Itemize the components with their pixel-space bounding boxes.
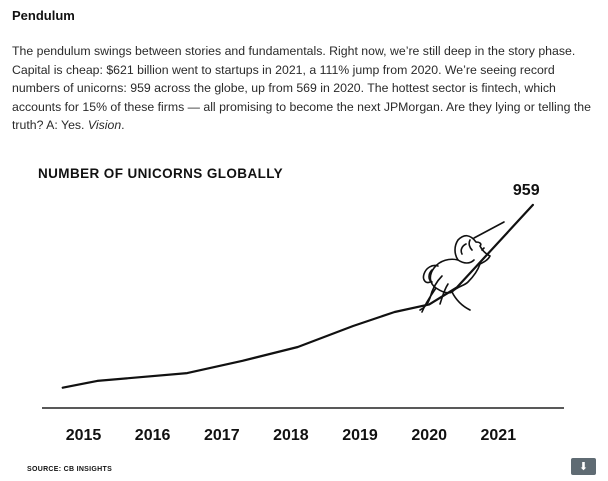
download-button[interactable]: ⬇	[571, 458, 596, 475]
x-tick-label: 2017	[204, 427, 240, 444]
unicorn-illustration	[419, 221, 505, 313]
x-tick-label: 2016	[135, 427, 171, 444]
unicorn-count-line	[61, 203, 534, 389]
x-tick-labels: 2015 2016 2017 2018 2019 2020 2021	[66, 427, 516, 444]
download-arrow-icon: ⬇	[578, 461, 589, 473]
x-tick-label: 2019	[342, 427, 378, 444]
unicorn-line-chart: 2015 2016 2017 2018 2019 2020 2021 959	[42, 182, 564, 444]
x-tick-label: 2018	[273, 427, 309, 444]
paragraph-main-text: The pendulum swings between stories and …	[12, 44, 591, 132]
paragraph-end-text: .	[121, 118, 125, 132]
peak-value-label: 959	[513, 182, 540, 199]
chart-source-note: SOURCE: CB INSIGHTS	[27, 466, 113, 473]
article-heading: Pendulum	[12, 8, 75, 23]
unicorn-chart-figure: 2015 2016 2017 2018 2019 2020 2021 959 NUMBER …	[0, 150, 608, 481]
x-tick-label: 2021	[481, 427, 517, 444]
x-tick-label: 2015	[66, 427, 102, 444]
x-tick-label: 2020	[411, 427, 447, 444]
article-paragraph: The pendulum swings between stories and …	[12, 42, 602, 135]
chart-title: NUMBER OF UNICORNS GLOBALLY	[38, 166, 284, 181]
paragraph-italic-text: Vision	[87, 118, 122, 132]
